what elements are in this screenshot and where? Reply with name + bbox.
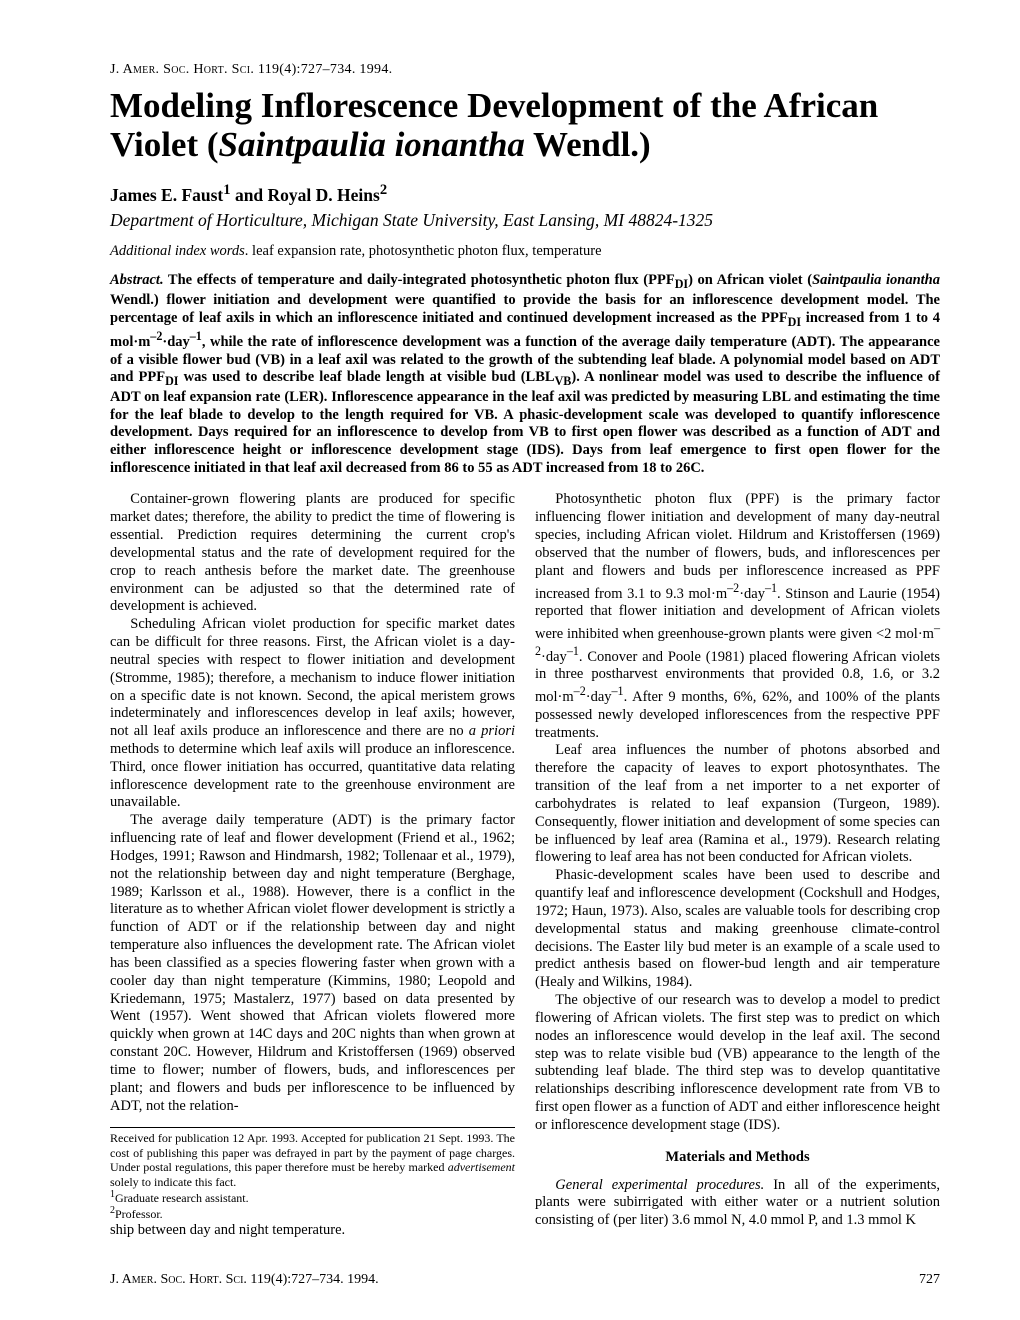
section-heading-materials: Materials and Methods <box>535 1149 940 1167</box>
footnotes: Received for publication 12 Apr. 1993. A… <box>110 1127 515 1221</box>
footnote-received: Received for publication 12 Apr. 1993. A… <box>110 1131 515 1189</box>
footer-journal: J. Amer. Soc. Hort. Sci. 119(4):727–734.… <box>110 1272 379 1288</box>
para-6: Phasic-development scales have been used… <box>535 867 940 992</box>
article-title: Modeling Inflorescence Development of th… <box>110 86 940 164</box>
abstract-label: Abstract. <box>110 272 164 288</box>
title-taxon: Saintpaulia ionantha <box>219 125 525 164</box>
footnote-aff-2: 2Professor. <box>110 1205 515 1221</box>
para-7: The objective of our research was to dev… <box>535 992 940 1135</box>
running-head: J. Amer. Soc. Hort. Sci. 119(4):727–734.… <box>110 62 940 78</box>
title-line-2-post: Wendl.) <box>525 125 651 164</box>
para-4: Photosynthetic photon flux (PPF) is the … <box>535 491 940 742</box>
authors: James E. Faust1 and Royal D. Heins2 <box>110 182 940 206</box>
affiliation: Department of Horticulture, Michigan Sta… <box>110 210 940 231</box>
index-words-label: Additional index words <box>110 243 245 259</box>
title-line-2-pre: Violet ( <box>110 125 219 164</box>
abstract: Abstract. The effects of temperature and… <box>110 272 940 477</box>
abstract-body: The effects of temperature and daily-int… <box>110 272 940 476</box>
page-footer: J. Amer. Soc. Hort. Sci. 119(4):727–734.… <box>110 1272 940 1288</box>
index-words-text: . leaf expansion rate, photosynthetic ph… <box>245 243 602 259</box>
para-5: Leaf area influences the number of photo… <box>535 742 940 867</box>
para-3-cont: ship between day and night temperature. <box>110 1222 515 1240</box>
para-2: Scheduling African violet production for… <box>110 616 515 812</box>
para-mm-1: General experimental procedures. In all … <box>535 1177 940 1230</box>
index-words-line: Additional index words. leaf expansion r… <box>110 243 940 260</box>
body-columns: Container-grown flowering plants are pro… <box>110 491 940 1239</box>
footer-page-number: 727 <box>919 1272 940 1288</box>
title-line-1: Modeling Inflorescence Development of th… <box>110 86 878 125</box>
para-1: Container-grown flowering plants are pro… <box>110 491 515 616</box>
para-3: The average daily temperature (ADT) is t… <box>110 812 515 1115</box>
footnote-aff-1: 1Graduate research assistant. <box>110 1189 515 1205</box>
mm-lead: General experimental procedures. <box>555 1177 764 1193</box>
